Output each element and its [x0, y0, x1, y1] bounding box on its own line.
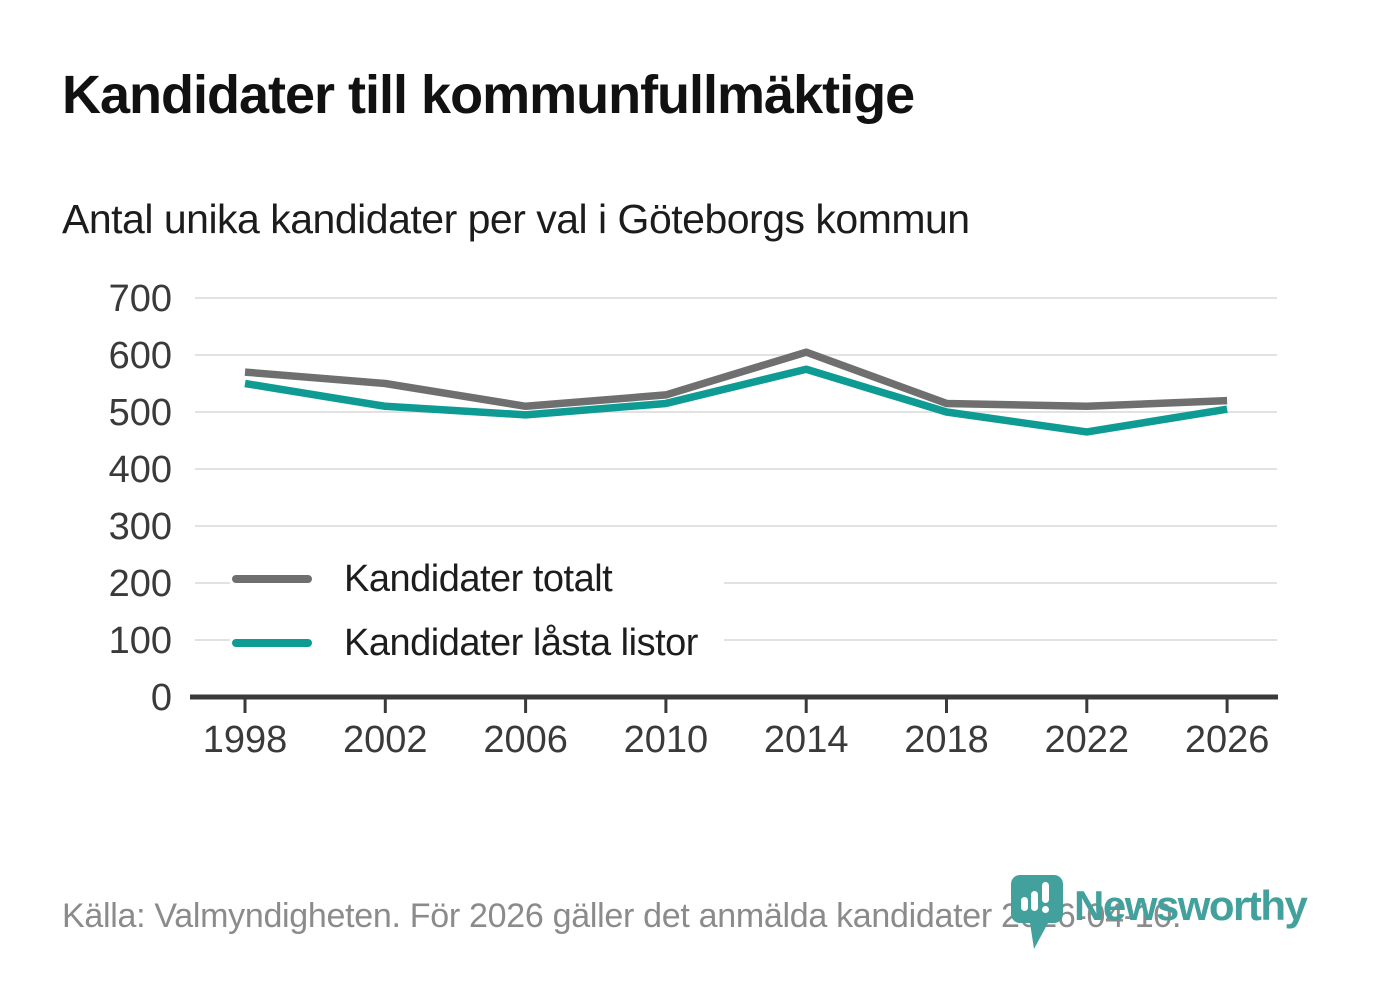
newsworthy-logo: Newsworthy [1010, 866, 1340, 952]
y-axis-tick-label: 500 [109, 392, 172, 434]
newsworthy-bubble-barchart-icon [1011, 875, 1063, 949]
legend-item-totalt: Kandidater totalt [230, 551, 724, 607]
legend-item-lasta-listor: Kandidater låsta listor [230, 615, 724, 671]
y-axis-tick-label: 100 [109, 620, 172, 662]
x-axis-tick-label: 2022 [1045, 719, 1130, 761]
y-axis-tick-label: 600 [109, 335, 172, 377]
y-axis-tick-label: 0 [151, 677, 172, 719]
legend-label-totalt: Kandidater totalt [344, 558, 613, 600]
page-title: Kandidater till kommunfullmäktige [62, 65, 915, 125]
chart-legend: Kandidater totalt Kandidater låsta listo… [230, 551, 724, 679]
x-axis-tick-label: 2026 [1185, 719, 1270, 761]
x-axis-tick-label: 2014 [764, 719, 849, 761]
legend-swatch-lasta-listor [232, 639, 312, 647]
series-line [244, 365, 1228, 436]
y-axis-tick-label: 700 [109, 278, 172, 320]
legend-swatch-totalt [232, 575, 312, 583]
x-axis-tick-label: 2002 [343, 719, 428, 761]
series-line [244, 348, 1228, 411]
y-axis-tick-label: 200 [109, 563, 172, 605]
y-axis-tick-label: 400 [109, 449, 172, 491]
x-axis-tick-label: 2006 [483, 719, 568, 761]
source-note: Källa: Valmyndigheten. För 2026 gäller d… [62, 897, 1182, 935]
y-axis-tick-label: 300 [109, 506, 172, 548]
newsworthy-logo-text: Newsworthy [1074, 882, 1308, 929]
chart-subtitle: Antal unika kandidater per val i Götebor… [62, 196, 970, 242]
x-axis-tick-label: 2018 [904, 719, 989, 761]
legend-label-lasta-listor: Kandidater låsta listor [344, 622, 698, 664]
x-axis-tick-label: 1998 [203, 719, 288, 761]
x-axis-tick-label: 2010 [624, 719, 709, 761]
